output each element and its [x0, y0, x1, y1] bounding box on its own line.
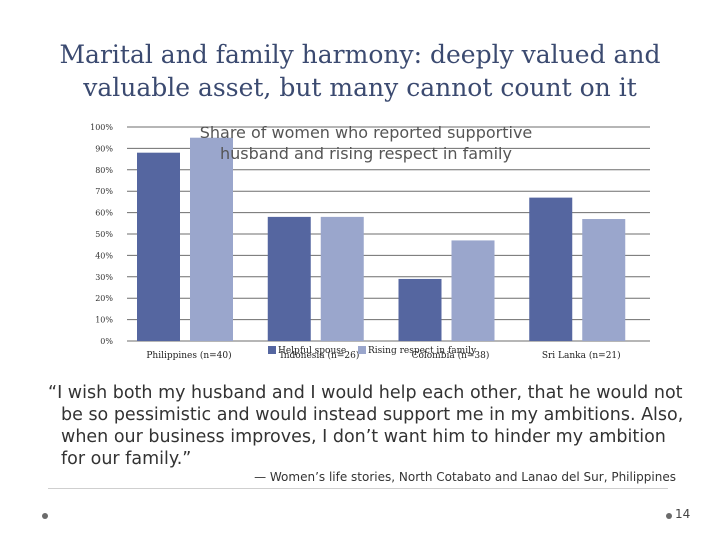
- bar: [137, 152, 180, 341]
- footer-divider: [48, 488, 668, 489]
- y-tick-label: 60%: [95, 209, 113, 218]
- x-category-label: Sri Lanka (n=21): [542, 350, 621, 361]
- y-tick-label: 0%: [100, 337, 113, 346]
- footer-right-dot: [666, 513, 672, 519]
- x-category-label: Philippines (n=40): [146, 350, 231, 361]
- bar: [190, 137, 233, 341]
- legend-label: Rising respect in family: [368, 346, 477, 356]
- y-tick-label: 100%: [90, 123, 113, 132]
- y-tick-label: 50%: [95, 230, 113, 239]
- y-tick-label: 70%: [95, 187, 113, 196]
- slide-title: Marital and family harmony: deeply value…: [59, 40, 661, 102]
- bar: [267, 216, 311, 341]
- bar: [529, 197, 573, 341]
- y-tick-label: 10%: [95, 316, 113, 325]
- page-number: 14: [675, 507, 691, 521]
- y-tick-label: 30%: [95, 273, 113, 282]
- legend-label: Helpful spouse: [278, 346, 346, 356]
- chart-title: Share of women who reported supportive: [200, 123, 533, 142]
- quote-text: “I wish both my husband and I would help…: [48, 383, 684, 469]
- legend-swatch: [358, 346, 366, 354]
- chart-title: husband and rising respect in family: [220, 144, 512, 163]
- quote-attribution: — Women’s life stories, North Cotabato a…: [254, 470, 676, 484]
- bar: [582, 219, 626, 341]
- x-category-label: Colombia (n=38): [412, 350, 490, 361]
- bar: [320, 216, 364, 341]
- y-tick-label: 40%: [95, 251, 113, 260]
- legend-swatch: [268, 346, 276, 354]
- bar: [451, 240, 495, 341]
- y-tick-label: 20%: [95, 294, 113, 303]
- x-category-label: Indonesia (n=26): [280, 350, 359, 361]
- bar: [398, 278, 442, 341]
- y-tick-label: 80%: [95, 166, 113, 175]
- y-tick-label: 90%: [95, 144, 113, 153]
- footer-left-dot: [42, 513, 48, 519]
